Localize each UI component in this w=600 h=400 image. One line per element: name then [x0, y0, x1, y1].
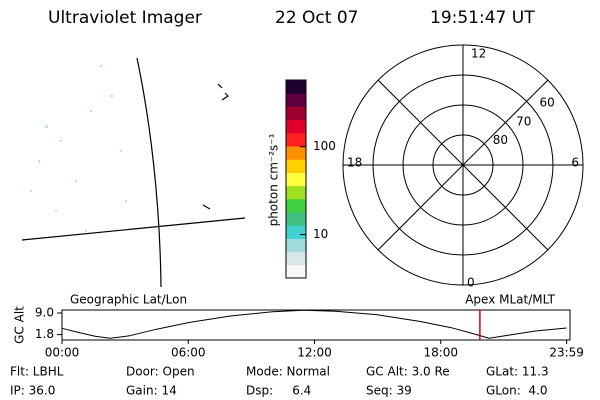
- colorbar: [286, 80, 306, 279]
- footer-field: Seq: 39: [366, 384, 412, 398]
- timeline-right-label: Apex MLat/MLT: [465, 293, 555, 307]
- colorbar-swatch: [286, 251, 306, 266]
- colorbar-label: photon cm⁻²s⁻¹: [267, 133, 281, 226]
- colorbar-swatch: [286, 119, 306, 134]
- colorbar-swatch: [286, 212, 306, 226]
- colorbar-swatch: [286, 106, 306, 121]
- colorbar-swatch: [286, 172, 306, 187]
- footer-field: Gain: 14: [126, 384, 177, 398]
- colorbar-frame: [285, 79, 307, 279]
- image-noise: [30, 65, 127, 232]
- date: 22 Oct 07: [275, 8, 358, 28]
- timeline-frame: [61, 309, 571, 341]
- x-tick-label: 12:00: [297, 346, 332, 360]
- colorbar-swatch: [286, 238, 306, 253]
- altitude-curve: [61, 309, 567, 339]
- colorbar-swatch: [286, 185, 306, 200]
- lat-label: 70: [516, 114, 531, 128]
- colorbar-swatch: [286, 225, 306, 239]
- x-tick-label: 18:00: [423, 346, 458, 360]
- mlt-label: 18: [347, 156, 362, 170]
- polar-grid: [342, 44, 584, 286]
- footer-field: GLat: 11.3: [486, 365, 549, 379]
- footer-field: GC Alt: 3.0 Re: [366, 365, 450, 379]
- image-panel: [21, 57, 246, 288]
- footer-field: Door: Open: [126, 365, 195, 379]
- lat-label: 80: [493, 133, 508, 147]
- lat-ring: [372, 74, 554, 256]
- lat-label: 60: [540, 96, 555, 110]
- footer-field: IP: 36.0: [10, 384, 55, 398]
- colorbar-swatch: [286, 159, 306, 173]
- mlt-label: 12: [471, 47, 486, 61]
- colorbar-swatch: [286, 198, 306, 213]
- colorbar-tick-label: 10: [313, 227, 328, 241]
- colorbar-swatch: [286, 80, 306, 94]
- y-tick-label: 9.0: [35, 306, 54, 320]
- colorbar-swatch: [286, 93, 306, 107]
- footer-field: GLon: 4.0: [486, 384, 547, 398]
- lat-ring: [432, 134, 494, 196]
- footer-field: Dsp: 6.4: [246, 384, 311, 398]
- time: 19:51:47 UT: [430, 8, 535, 28]
- x-tick-label: 00:00: [45, 346, 80, 360]
- footer: Flt: LBHL Door: Open Mode: Normal GC Alt: 3…: [10, 365, 549, 398]
- footer-field: Flt: LBHL: [10, 365, 64, 379]
- mlt-label: 0: [467, 276, 475, 290]
- colorbar-tick-label: 100: [313, 139, 336, 153]
- footer-field: Mode: Normal: [246, 365, 330, 379]
- y-tick-label: 1.8: [35, 327, 54, 341]
- polar-spoke: [377, 79, 549, 251]
- x-tick-label: 23:59: [549, 346, 584, 360]
- x-tick-label: 06:00: [171, 346, 206, 360]
- timeline-axis-title: GC Alt: [13, 306, 27, 344]
- colorbar-swatch: [286, 146, 306, 160]
- lat-ring: [402, 104, 524, 226]
- mlt-label: 6: [571, 156, 579, 170]
- colorbar-swatch: [286, 132, 306, 147]
- colorbar-swatch: [286, 264, 306, 279]
- instrument: Ultraviolet Imager: [48, 8, 202, 28]
- timeline-left-label: Geographic Lat/Lon: [70, 293, 187, 307]
